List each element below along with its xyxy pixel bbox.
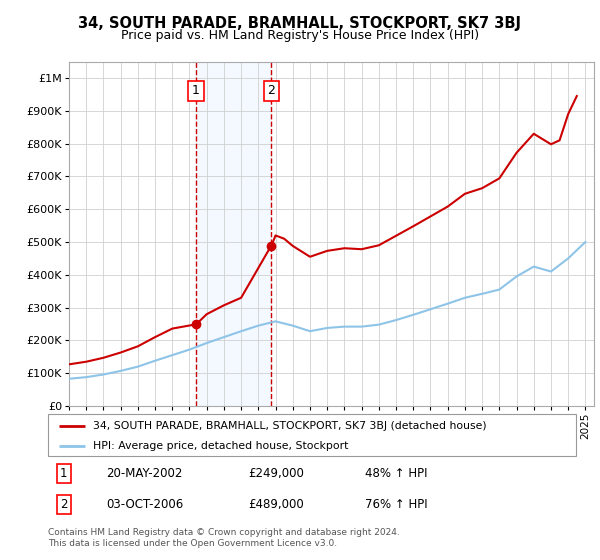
Text: 34, SOUTH PARADE, BRAMHALL, STOCKPORT, SK7 3BJ: 34, SOUTH PARADE, BRAMHALL, STOCKPORT, S… (79, 16, 521, 31)
Text: Price paid vs. HM Land Registry's House Price Index (HPI): Price paid vs. HM Land Registry's House … (121, 29, 479, 42)
Text: 76% ↑ HPI: 76% ↑ HPI (365, 498, 427, 511)
Text: £489,000: £489,000 (248, 498, 304, 511)
Text: HPI: Average price, detached house, Stockport: HPI: Average price, detached house, Stoc… (93, 441, 348, 451)
Text: £249,000: £249,000 (248, 467, 305, 480)
Text: 48% ↑ HPI: 48% ↑ HPI (365, 467, 427, 480)
FancyBboxPatch shape (48, 414, 576, 456)
Text: 1: 1 (192, 85, 200, 97)
Text: 03-OCT-2006: 03-OCT-2006 (106, 498, 184, 511)
Text: 2: 2 (268, 85, 275, 97)
Text: 2: 2 (60, 498, 68, 511)
Text: 20-MAY-2002: 20-MAY-2002 (106, 467, 182, 480)
Text: Contains HM Land Registry data © Crown copyright and database right 2024.
This d: Contains HM Land Registry data © Crown c… (48, 528, 400, 548)
Text: 1: 1 (60, 467, 68, 480)
Text: 34, SOUTH PARADE, BRAMHALL, STOCKPORT, SK7 3BJ (detached house): 34, SOUTH PARADE, BRAMHALL, STOCKPORT, S… (93, 421, 487, 431)
Bar (196, 62, 271, 406)
